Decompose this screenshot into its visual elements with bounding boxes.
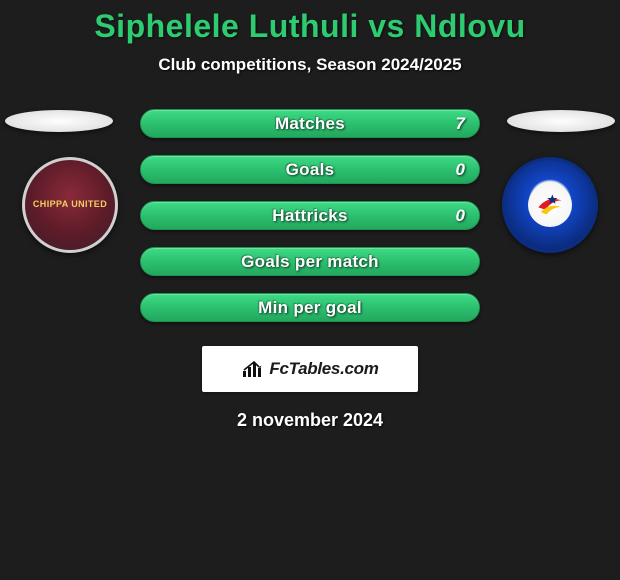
comparison-title: Siphelele Luthuli vs Ndlovu	[0, 8, 620, 45]
stat-label: Goals per match	[241, 252, 379, 272]
stat-label: Hattricks	[272, 206, 347, 226]
club-badge-left: CHIPPA UNITED	[22, 157, 118, 253]
club-badge-left-label: CHIPPA UNITED	[33, 200, 107, 210]
comparison-subtitle: Club competitions, Season 2024/2025	[0, 55, 620, 75]
star-swoosh-icon	[536, 191, 564, 219]
stat-label: Goals	[286, 160, 335, 180]
date-line: 2 november 2024	[0, 410, 620, 431]
infographic-root: Siphelele Luthuli vs Ndlovu Club competi…	[0, 0, 620, 580]
stats-area: CHIPPA UNITED Matches 7 Goals 0	[0, 109, 620, 431]
stat-right-value: 7	[456, 114, 465, 134]
stat-row-goals-per-match: Goals per match	[140, 247, 480, 276]
stat-row-matches: Matches 7	[140, 109, 480, 138]
club-badge-right	[502, 157, 598, 253]
stat-label: Matches	[275, 114, 345, 134]
stat-row-goals: Goals 0	[140, 155, 480, 184]
stat-label: Min per goal	[258, 298, 362, 318]
player-plate-right	[507, 110, 615, 132]
fctables-logo-text: FcTables.com	[269, 359, 378, 379]
stat-rows: Matches 7 Goals 0 Hattricks 0 Goals per …	[140, 109, 480, 322]
player-plate-left	[5, 110, 113, 132]
stat-row-min-per-goal: Min per goal	[140, 293, 480, 322]
stat-right-value: 0	[456, 160, 465, 180]
stat-right-value: 0	[456, 206, 465, 226]
club-badge-right-inner	[528, 183, 572, 227]
bar-chart-icon	[241, 359, 265, 379]
fctables-logo-box: FcTables.com	[202, 346, 418, 392]
stat-row-hattricks: Hattricks 0	[140, 201, 480, 230]
